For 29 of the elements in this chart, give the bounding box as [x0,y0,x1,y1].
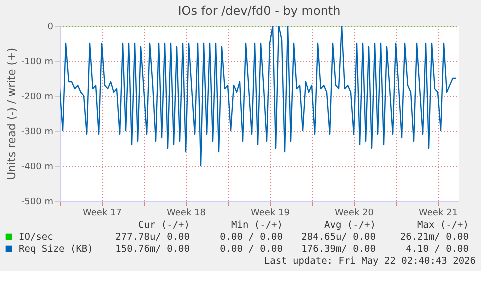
x-tick-label: Week 19 [251,208,290,218]
text: 26.21m/ 0.00 [400,232,470,243]
text: Cur (-/+) [138,220,190,231]
y-axis-title: Units read (-) / write (+) [5,48,18,180]
y-tick-label: 0 [48,22,54,32]
text: Max (-/+) [418,220,469,231]
chart-title: IOs for /dev/fd0 - by month [178,4,341,18]
y-tick-label: -400 m [21,162,54,172]
y-tick-label: -200 m [21,92,54,102]
text: 150.76m/ 0.00 [116,244,190,255]
x-tick-label: Week 18 [167,208,206,218]
text: 284.65u/ 0.00 [302,232,376,243]
x-tick-label: Week 20 [335,208,374,218]
y-tick-label: -100 m [21,58,54,68]
x-tick-label: Week 21 [419,208,458,218]
text: 0.00 / 0.00 [220,232,284,243]
x-tick-label: Week 17 [83,208,122,218]
text: 4.10 / 0.00 [406,244,470,255]
legend-label: Req Size (KB) [19,244,94,255]
text: 176.39m/ 0.00 [302,244,376,255]
legend-label: IO/sec [19,232,54,243]
text: 0.00 / 0.00 [220,244,284,255]
line-series [60,26,457,167]
y-tick-label: -500 m [21,198,54,208]
y-tick-label: -300 m [21,128,54,138]
text: 277.78u/ 0.00 [116,232,190,243]
text: Avg (-/+) [324,220,376,231]
text: Min (-/+) [232,220,283,231]
text: Last update: Fri May 22 02:40:43 2026 [264,256,476,267]
